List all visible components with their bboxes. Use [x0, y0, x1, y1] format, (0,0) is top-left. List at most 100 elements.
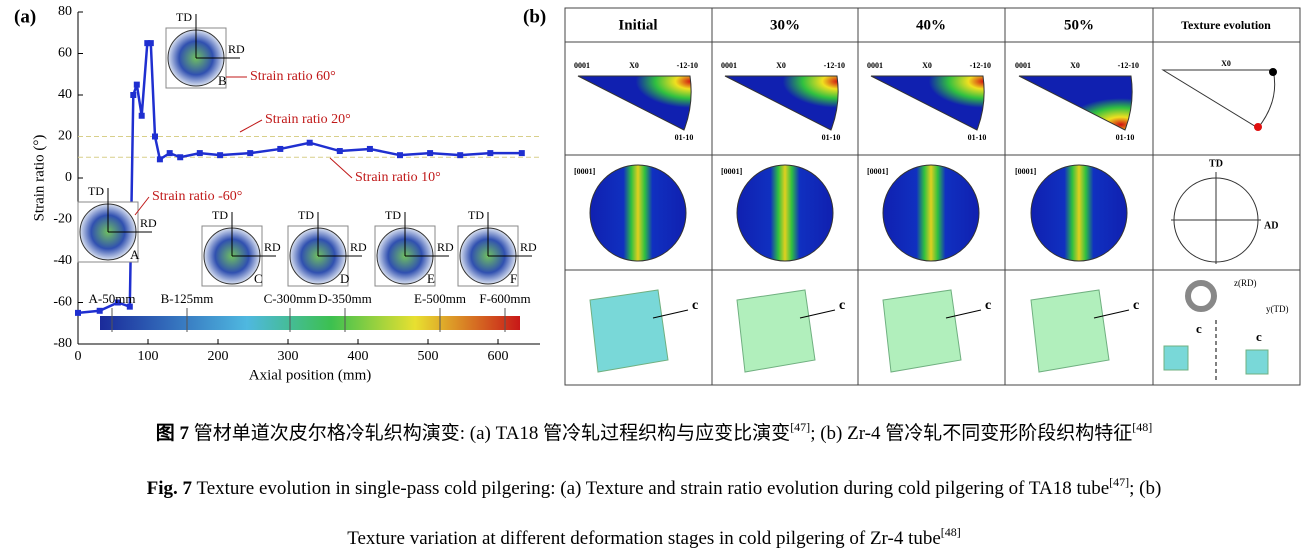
data-point: [177, 154, 184, 161]
inset-rd: RD: [264, 240, 281, 254]
y-tick-label: 40: [58, 87, 72, 102]
ipf-label: -12-10: [677, 61, 698, 70]
ipf-triangle: [577, 75, 692, 131]
pf-label: [0001]: [867, 167, 889, 176]
z-label: z(RD): [1234, 278, 1257, 288]
ipf-triangle: [870, 75, 985, 131]
inset-rd: RD: [437, 240, 454, 254]
data-point: [277, 145, 284, 152]
data-point: [366, 145, 373, 152]
data-point: [114, 299, 121, 306]
ipf-label: 01-10: [968, 133, 987, 142]
ipf-label: X0: [629, 61, 639, 70]
c-axis-arrow: [1093, 309, 1130, 319]
caption-text: ; (b) Zr-4 管冷轧不同变形阶段织构特征: [810, 422, 1132, 444]
inset-letter: D: [340, 271, 349, 286]
crystal-cube: [882, 289, 962, 373]
ipf-label: -12-10: [824, 61, 845, 70]
crystal-cube: [589, 289, 669, 373]
ref: [47]: [790, 420, 810, 434]
c-label: c: [839, 298, 845, 313]
ipf-label: 01-10: [822, 133, 841, 142]
ref: [48]: [1132, 420, 1152, 434]
crystal-cube: [736, 289, 816, 373]
table-frame: [564, 7, 1301, 386]
ipf-label: 0001: [1015, 61, 1031, 70]
position-label: E-500mm: [414, 291, 466, 306]
annotation-arrow: [134, 196, 150, 216]
data-point: [427, 150, 434, 157]
annotation: Strain ratio 20°: [265, 112, 351, 127]
data-point: [247, 150, 254, 157]
caption-text: ; (b): [1129, 478, 1161, 499]
c-label: c: [692, 298, 698, 313]
pf-label: [0001]: [574, 167, 596, 176]
inset-td: TD: [468, 208, 484, 222]
data-point: [306, 139, 313, 146]
caption-text: 管材单道次皮尔格冷轧织构演变: (a) TA18 管冷轧过程织构与应变比演变: [189, 422, 790, 444]
ipf-label: X0: [1070, 61, 1080, 70]
caption-text: Texture evolution in single-pass cold pi…: [192, 478, 1109, 499]
ref: [47]: [1109, 475, 1129, 489]
x-tick-label: 300: [278, 349, 299, 364]
x-tick-label: 600: [488, 349, 509, 364]
inset-letter: C: [254, 271, 263, 286]
inset-td: TD: [176, 10, 192, 24]
data-point: [144, 40, 151, 47]
evolution-point: [1269, 68, 1277, 76]
annotation: Strain ratio 10°: [355, 170, 441, 185]
inset-rd: RD: [350, 240, 367, 254]
data-point: [166, 150, 173, 157]
fig-label: 图 7: [156, 422, 190, 444]
caption-en: Fig. 7 Texture evolution in single-pass …: [147, 475, 1162, 500]
ipf-label: X0: [922, 61, 932, 70]
column-header: 30%: [770, 17, 800, 33]
pole-figure: [589, 164, 687, 262]
caption-en: Texture variation at different deformati…: [347, 525, 961, 550]
ad-label: AD: [1264, 220, 1278, 231]
data-point: [130, 92, 137, 98]
crystal-cube: [1163, 345, 1189, 371]
c-axis-arrow: [945, 309, 982, 319]
ipf-label: X0: [1221, 59, 1231, 68]
position-label: F-600mm: [479, 291, 530, 306]
position-label: C-300mm: [264, 291, 317, 306]
crystal-cube: [1245, 349, 1269, 375]
inset-td: TD: [298, 208, 314, 222]
pf-label: [0001]: [721, 167, 743, 176]
data-point: [96, 307, 103, 314]
y-tick-label: 60: [58, 46, 72, 61]
c-label: c: [1133, 298, 1139, 313]
y-tick-label: 20: [58, 129, 72, 144]
data-point: [138, 112, 145, 119]
ipf-triangle: [724, 75, 839, 131]
column-header: Texture evolution: [1181, 18, 1271, 32]
crystal-cube: [1030, 289, 1110, 373]
x-tick-label: 400: [348, 349, 369, 364]
column-header: 50%: [1064, 17, 1094, 33]
inset-letter: E: [427, 271, 435, 286]
data-point: [518, 150, 525, 157]
y-tick-label: 80: [58, 4, 72, 19]
ipf-label: 0001: [867, 61, 883, 70]
x-tick-label: 0: [75, 349, 82, 364]
ipf-label: 0001: [721, 61, 737, 70]
c-label: c: [985, 298, 991, 313]
ref: [48]: [941, 525, 961, 539]
panel-label: (a): [14, 6, 36, 27]
ipf-label: 01-10: [675, 133, 694, 142]
y-tick-label: -80: [53, 336, 72, 351]
annotation-arrow: [239, 119, 263, 133]
column-header: Initial: [618, 17, 657, 33]
annotation: Strain ratio 60°: [250, 69, 336, 84]
data-point: [147, 40, 154, 47]
data-point: [196, 150, 203, 157]
y-tick-label: -40: [53, 253, 72, 268]
ipf-triangle: [1018, 75, 1133, 131]
x-tick-label: 200: [208, 349, 229, 364]
position-label: B-125mm: [161, 291, 214, 306]
caption-text: Texture variation at different deformati…: [347, 528, 941, 549]
column-header: 40%: [916, 17, 946, 33]
ipf-label: 0001: [574, 61, 590, 70]
